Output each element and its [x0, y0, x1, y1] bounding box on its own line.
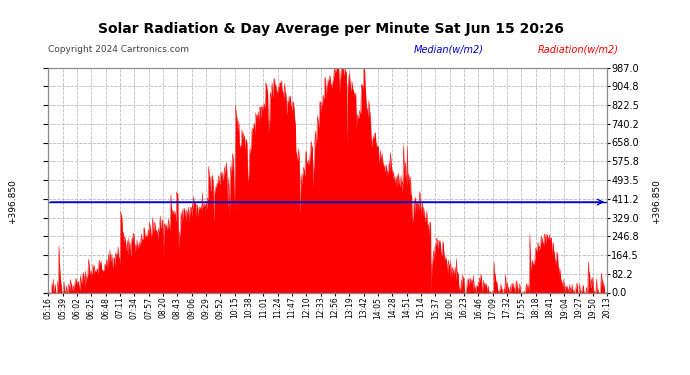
Text: +396.850: +396.850: [8, 180, 17, 225]
Text: Solar Radiation & Day Average per Minute Sat Jun 15 20:26: Solar Radiation & Day Average per Minute…: [98, 22, 564, 36]
Text: +396.850: +396.850: [652, 180, 661, 225]
Text: Median(w/m2): Median(w/m2): [414, 45, 484, 55]
Text: Radiation(w/m2): Radiation(w/m2): [538, 45, 619, 55]
Text: Copyright 2024 Cartronics.com: Copyright 2024 Cartronics.com: [48, 45, 189, 54]
